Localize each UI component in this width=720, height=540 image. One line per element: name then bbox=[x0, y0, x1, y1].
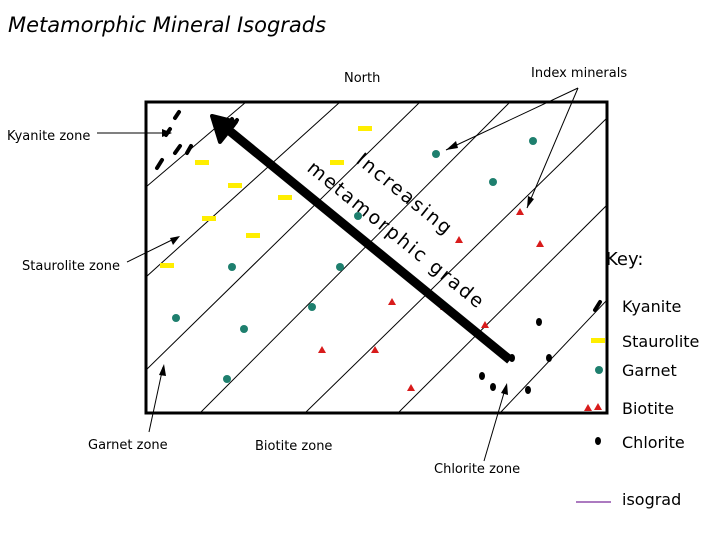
legend-label-garnet: Garnet bbox=[622, 361, 677, 380]
isograd-line bbox=[147, 103, 340, 277]
staurolite-symbol bbox=[228, 183, 242, 188]
chlorite-symbols bbox=[479, 318, 552, 394]
biotite-symbol bbox=[407, 384, 415, 391]
garnet-symbol bbox=[240, 325, 248, 333]
biotite-zone-label: Biotite zone bbox=[255, 439, 332, 454]
staurolite-symbol bbox=[160, 263, 174, 268]
biotite-symbol bbox=[536, 240, 544, 247]
kyanite-legend-icon bbox=[593, 300, 602, 312]
kyanite-symbol bbox=[173, 110, 181, 120]
staurolite-zone-pointer bbox=[126, 236, 179, 263]
staurolite-legend-icon bbox=[591, 338, 605, 343]
metamorphic-grade-arrow bbox=[210, 114, 513, 364]
kyanite-symbol bbox=[185, 144, 193, 155]
biotite-symbol bbox=[455, 236, 463, 243]
legend-label-chlorite: Chlorite bbox=[622, 433, 685, 452]
arrow-head-icon bbox=[210, 114, 238, 144]
legend: Key: Kyanite Staurolite Garnet Biotite C… bbox=[576, 249, 699, 509]
biotite-symbol bbox=[516, 208, 524, 215]
isograd-line bbox=[147, 103, 420, 370]
staurolite-zone-label: Staurolite zone bbox=[22, 259, 120, 274]
chlorite-zone-pointer bbox=[483, 385, 507, 462]
staurolite-symbol bbox=[202, 216, 216, 221]
index-pointer-line bbox=[526, 87, 579, 209]
staurolite-symbol bbox=[195, 160, 209, 165]
kyanite-symbol bbox=[155, 158, 164, 170]
pointer-arrowhead-icon bbox=[446, 141, 458, 150]
garnet-symbol bbox=[529, 137, 537, 145]
isograd-line bbox=[200, 103, 510, 412]
staurolite-symbol bbox=[278, 195, 292, 200]
chlorite-symbol bbox=[536, 318, 542, 326]
staurolite-symbol bbox=[330, 160, 344, 165]
north-label: North bbox=[344, 71, 380, 86]
pointer-arrowhead-icon bbox=[162, 129, 172, 137]
garnet-symbol bbox=[336, 263, 344, 271]
staurolite-symbol bbox=[246, 233, 260, 238]
pointer-arrowhead-icon bbox=[170, 236, 180, 245]
pointer-arrowhead-icon bbox=[501, 383, 508, 395]
garnet-zone-pointer bbox=[148, 366, 164, 433]
staurolite-symbol bbox=[358, 126, 372, 131]
staurolite-symbols bbox=[160, 126, 372, 268]
garnet-symbols bbox=[172, 137, 537, 383]
kyanite-zone-label: Kyanite zone bbox=[7, 129, 90, 144]
biotite-legend-icon bbox=[594, 403, 602, 410]
garnet-zone-label: Garnet zone bbox=[88, 438, 168, 453]
arrow-shaft bbox=[223, 124, 513, 364]
chlorite-symbol bbox=[479, 372, 485, 380]
kyanite-symbol bbox=[173, 144, 182, 155]
legend-label-staurolite: Staurolite bbox=[622, 332, 699, 351]
chlorite-zone-label: Chlorite zone bbox=[434, 462, 520, 477]
pointer-arrowhead-icon bbox=[527, 196, 534, 208]
biotite-symbol bbox=[318, 346, 326, 353]
biotite-symbol bbox=[584, 404, 592, 411]
chlorite-legend-icon bbox=[595, 437, 601, 445]
garnet-legend-icon bbox=[595, 366, 603, 374]
isograd-lines bbox=[147, 103, 606, 412]
map-frame bbox=[144, 100, 609, 415]
garnet-symbol bbox=[228, 263, 236, 271]
isograd-line bbox=[398, 205, 606, 412]
garnet-symbol bbox=[223, 375, 231, 383]
isograd-line bbox=[305, 118, 606, 412]
chlorite-symbol bbox=[546, 354, 552, 362]
garnet-symbol bbox=[432, 150, 440, 158]
biotite-symbol bbox=[371, 346, 379, 353]
garnet-symbol bbox=[354, 212, 362, 220]
index-pointer-line bbox=[445, 87, 579, 151]
pointer-arrowhead-icon bbox=[159, 364, 166, 376]
index-minerals-label: Index minerals bbox=[531, 66, 627, 81]
chlorite-symbol bbox=[525, 386, 531, 394]
garnet-symbol bbox=[308, 303, 316, 311]
legend-label-biotite: Biotite bbox=[622, 399, 674, 418]
isograd-line bbox=[500, 300, 606, 412]
legend-label-kyanite: Kyanite bbox=[622, 297, 681, 316]
garnet-symbol bbox=[489, 178, 497, 186]
legend-label-isograd: isograd bbox=[622, 490, 681, 509]
isograd-line bbox=[147, 103, 246, 187]
biotite-symbol bbox=[388, 298, 396, 305]
garnet-symbol bbox=[172, 314, 180, 322]
legend-heading: Key: bbox=[606, 249, 643, 270]
page-title: Metamorphic Mineral Isograds bbox=[8, 13, 326, 37]
biotite-symbol bbox=[481, 321, 489, 328]
chlorite-symbol bbox=[490, 383, 496, 391]
